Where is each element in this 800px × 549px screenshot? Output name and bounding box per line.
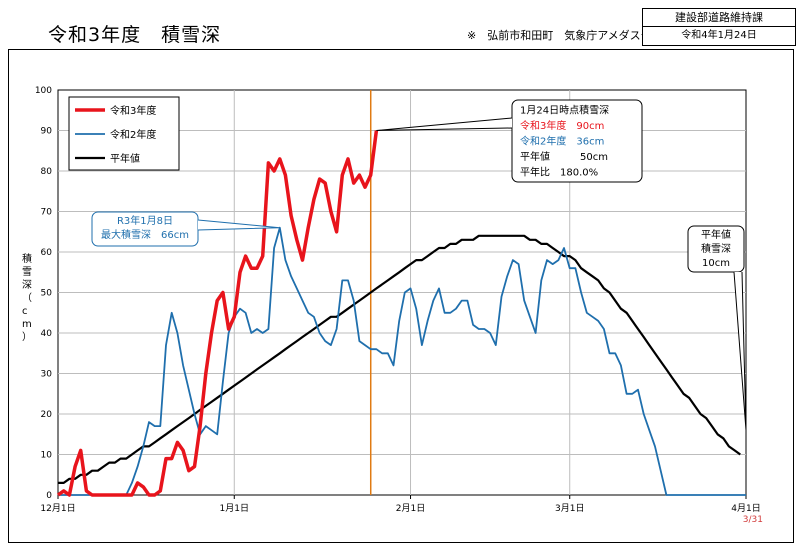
data-source: ※ 弘前市和田町 気象庁アメダスデータ	[467, 29, 674, 42]
annotation-current-box	[511, 99, 643, 183]
y-tick-label: 10	[41, 451, 53, 461]
y-tick-label: 50	[41, 289, 53, 299]
legend-label: 令和2年度	[110, 128, 156, 141]
y-tick-label: 0	[46, 491, 52, 501]
annotation-normal-end-text: 積雪深	[701, 242, 731, 255]
x-tick-label: 4月1日	[731, 503, 760, 514]
y-tick-label: 40	[41, 329, 53, 339]
annotation-normal-end-box	[687, 225, 745, 273]
x-tick-label: 2月1日	[396, 503, 425, 514]
annotation-max-text: 最大積雪深 66cm	[101, 228, 189, 241]
annotation-normal-end-text: 10cm	[702, 258, 730, 269]
x-tick-label: 12月1日	[40, 503, 75, 514]
annotation-current-text: 1月24日時点積雪深	[520, 104, 609, 117]
annotation-current-text: 平年比 180.0%	[520, 166, 598, 179]
dept-name: 建設部道路維持課	[643, 9, 795, 27]
series-line-0	[56, 130, 379, 497]
report-date: 令和4年1月24日	[681, 30, 757, 41]
x-tick-label: 1月1日	[220, 503, 249, 514]
annotation-normal-end-pointer	[733, 271, 747, 431]
x-tick-label: 3月1日	[555, 503, 584, 514]
y-tick-label: 80	[41, 167, 53, 177]
annotation-normal-end-text: 平年値	[701, 228, 731, 241]
page-title: 令和3年度 積雪深	[48, 24, 222, 46]
y-tick-label: 70	[41, 208, 53, 218]
dept-box: 建設部道路維持課 令和4年1月24日	[642, 8, 796, 46]
series-line-2	[58, 234, 741, 484]
series-line-1	[58, 226, 746, 496]
y-tick-label: 90	[41, 127, 53, 137]
legend-label: 令和3年度	[110, 104, 156, 117]
legend-label: 平年値	[110, 152, 140, 165]
chart-frame	[8, 49, 794, 543]
y-tick-label: 20	[41, 410, 53, 420]
page-label: 3/31	[743, 515, 763, 525]
y-tick-label: 60	[41, 248, 53, 258]
annotation-current-text: 令和3年度 90cm	[520, 119, 604, 132]
annotation-current-pointer	[376, 117, 513, 131]
annotation-current-text: 平年値 50cm	[520, 150, 608, 163]
annotation-max-text: R3年1月8日	[117, 214, 173, 227]
annotation-max-pointer	[197, 219, 280, 231]
y-axis-label: 積雪深（ c m）	[22, 252, 32, 343]
y-tick-label: 100	[35, 86, 52, 96]
y-tick-label: 30	[41, 370, 53, 380]
annotation-current-text: 令和2年度 36cm	[520, 135, 604, 148]
